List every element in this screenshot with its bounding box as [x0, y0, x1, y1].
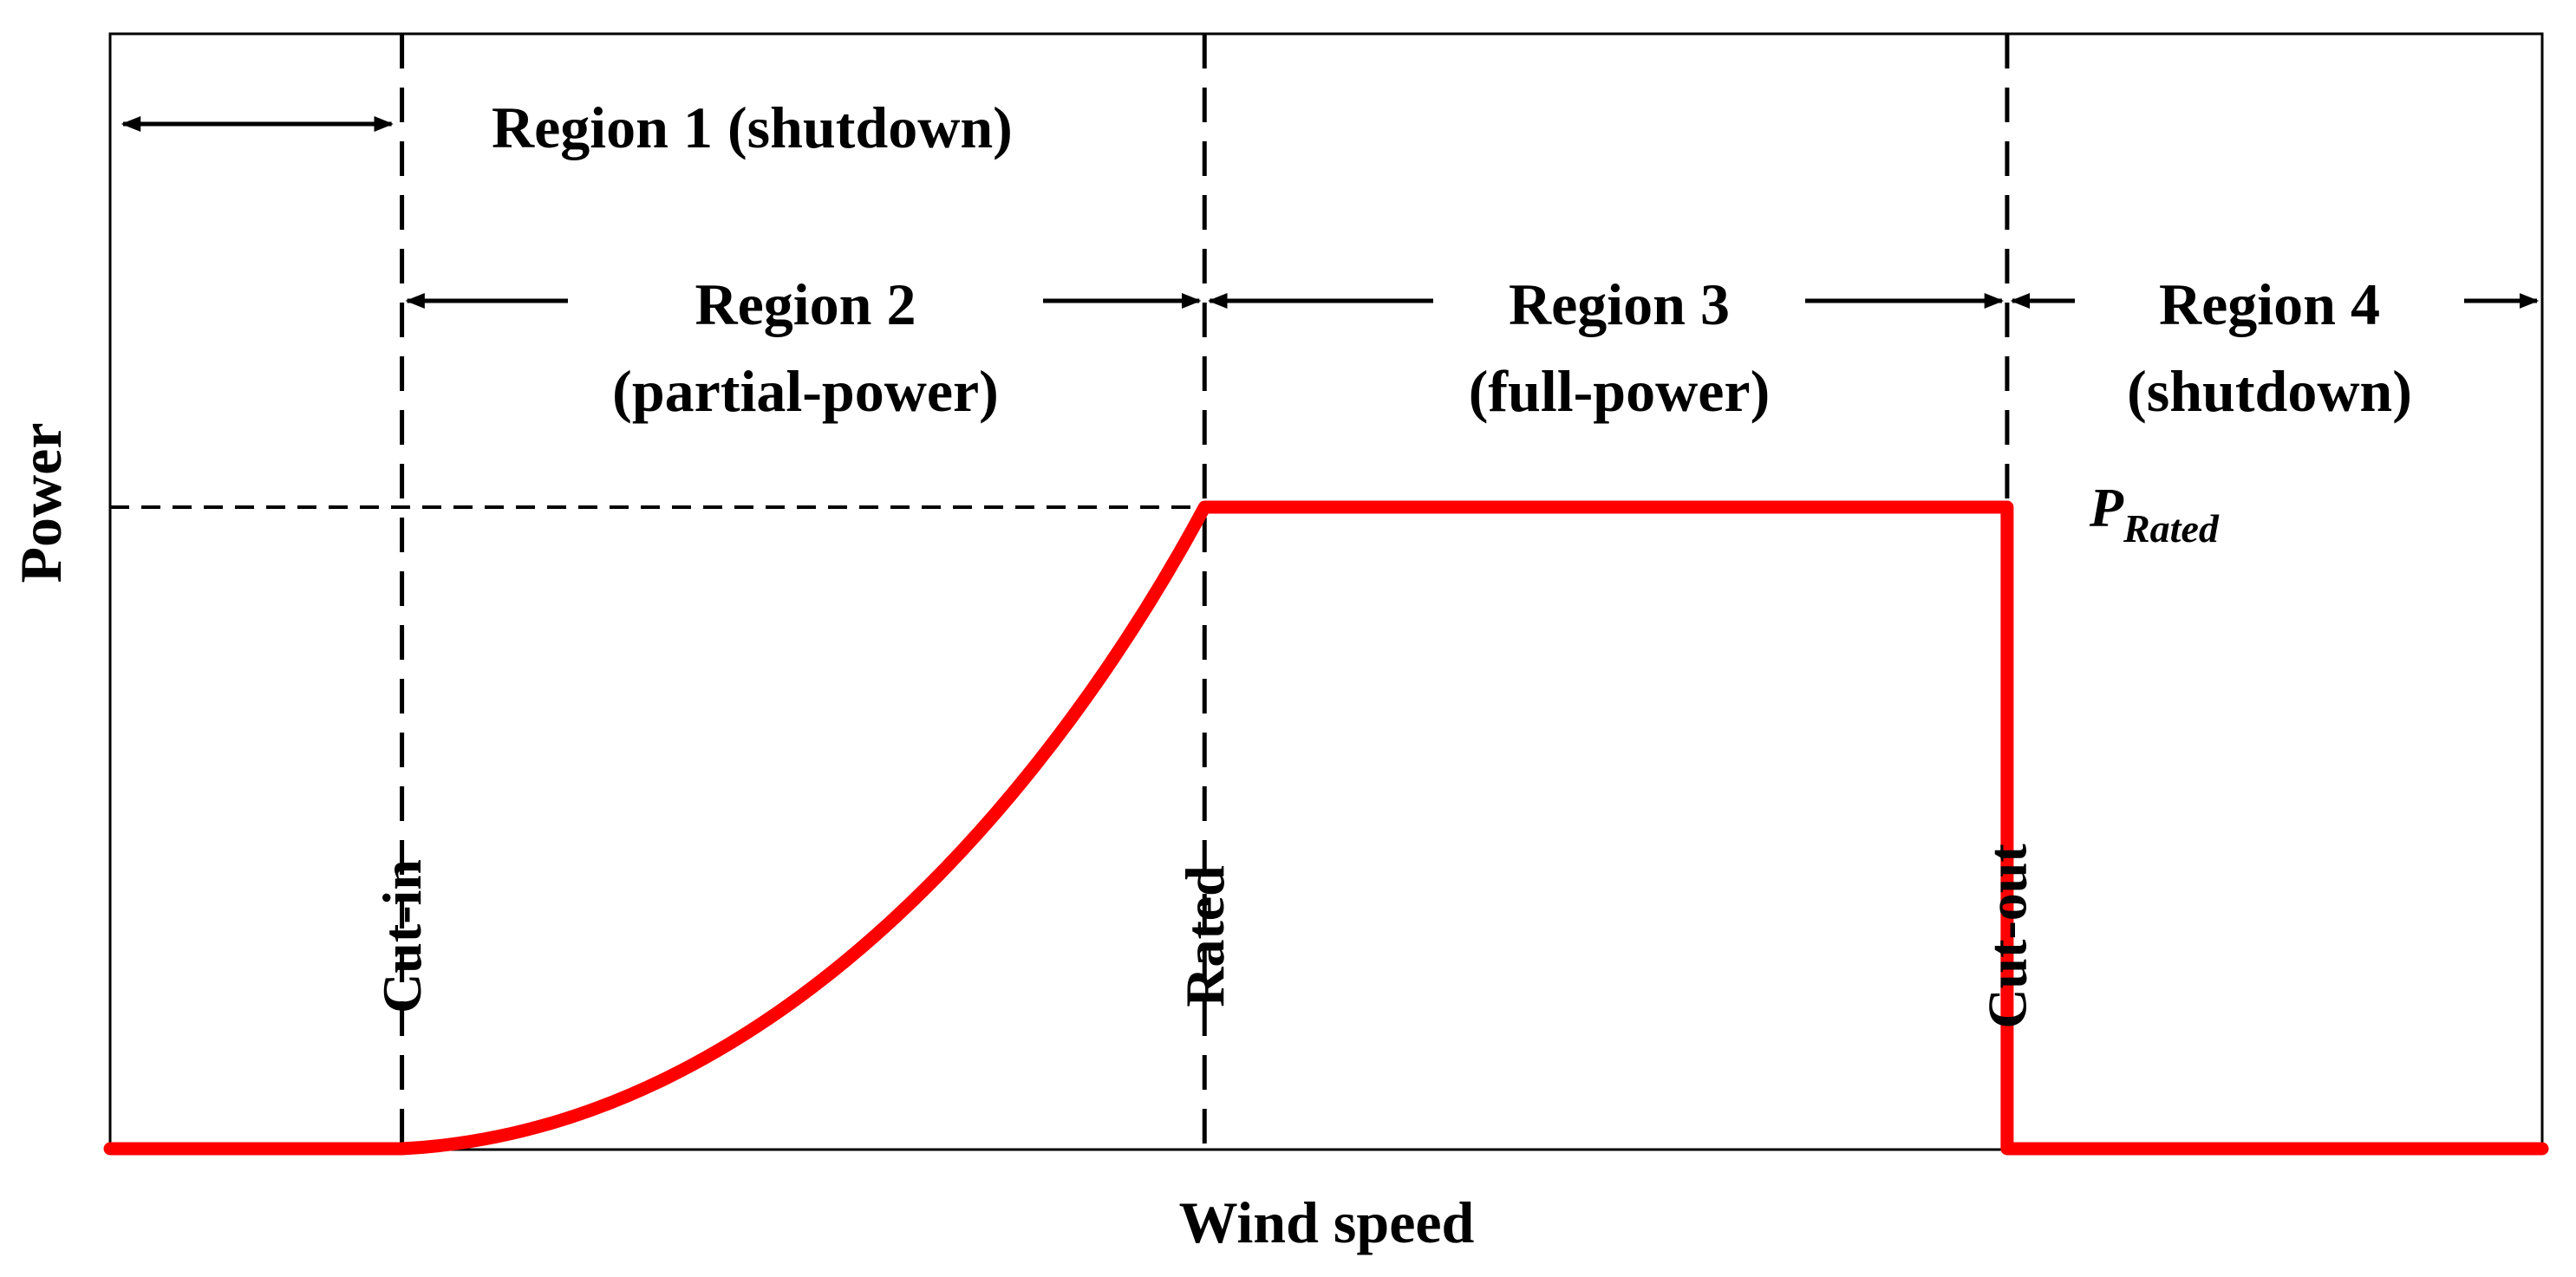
rated-power-subscript: Rated: [2123, 506, 2220, 551]
region-1-label: Region 1 (shutdown): [492, 94, 1013, 160]
y-axis-label: Power: [8, 422, 74, 583]
cut-out-label: Cut-out: [1976, 844, 2038, 1029]
region-1-name: Region 1: [492, 94, 713, 160]
region-arrows: [121, 116, 2540, 309]
rated-label: Rated: [1174, 865, 1236, 1007]
region-4-name: Region 4: [2159, 271, 2380, 337]
rated-power-label: PRated: [2089, 477, 2220, 551]
region-2-name: Region 2: [695, 271, 916, 337]
region-labels: Region 1 (shutdown) Region 2 (partial-po…: [492, 94, 2412, 424]
power-curve-series: [103, 500, 2549, 1156]
rated-power-symbol: P: [2089, 477, 2124, 538]
x-axis-label: Wind speed: [1179, 1189, 1475, 1255]
region-3-description: (full-power): [1469, 358, 1770, 424]
region-1-description: (shutdown): [727, 94, 1013, 160]
plot-frame: [108, 32, 2544, 1151]
region-4-description: (shutdown): [2127, 358, 2412, 424]
marker-labels: Cut-in Rated Cut-out: [371, 844, 2038, 1029]
cut-in-label: Cut-in: [371, 859, 433, 1013]
region-2-description: (partial-power): [612, 358, 999, 424]
region-3-name: Region 3: [1509, 271, 1730, 337]
